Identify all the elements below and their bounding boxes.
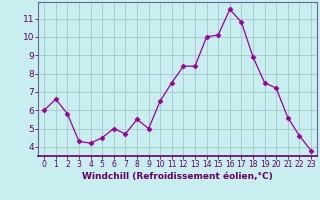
X-axis label: Windchill (Refroidissement éolien,°C): Windchill (Refroidissement éolien,°C)	[82, 172, 273, 181]
